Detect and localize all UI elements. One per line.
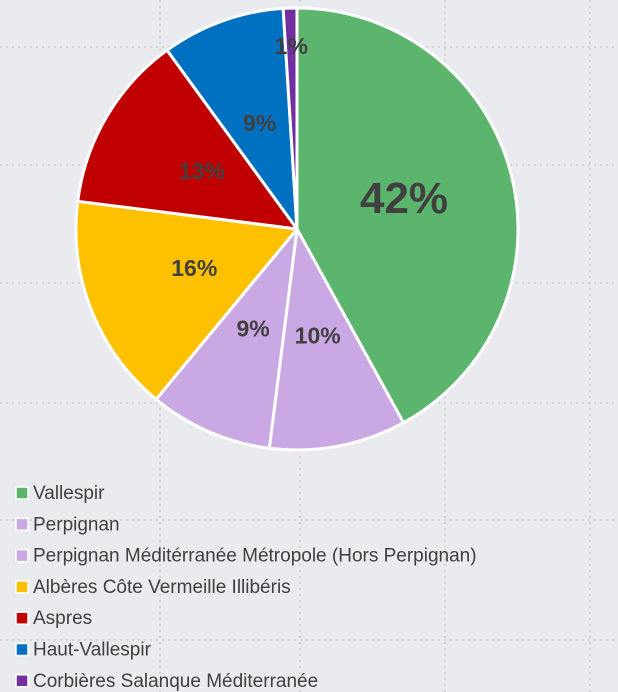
legend-label: Perpignan xyxy=(33,514,120,535)
pie-slice xyxy=(74,199,299,401)
legend-label: Aspres xyxy=(33,608,92,629)
data-label: 16% xyxy=(171,255,217,281)
pie-slice xyxy=(165,6,299,231)
legend-swatch xyxy=(15,642,29,657)
legend-swatch xyxy=(15,611,29,625)
data-label: 9% xyxy=(236,315,269,341)
legend-swatch xyxy=(15,674,29,688)
data-label: 9% xyxy=(243,110,276,136)
legend-label: Vallespir xyxy=(33,483,105,504)
legend-label: Corbières Salanque Méditerranée xyxy=(33,671,318,692)
legend-label: Perpignan Méditérranée Métropole (Hors P… xyxy=(33,546,477,567)
data-label: 10% xyxy=(295,323,341,349)
data-label: 1% xyxy=(275,33,308,59)
pie-slice xyxy=(295,6,520,425)
legend-label: Albères Côte Vermeille Illibéris xyxy=(33,577,291,598)
legend-swatch xyxy=(15,580,29,594)
data-label: 13% xyxy=(179,158,225,184)
legend-swatch xyxy=(15,486,29,500)
pie-slice xyxy=(154,227,299,450)
pie-slice xyxy=(281,6,299,231)
pie-slice xyxy=(267,227,405,452)
data-label: 42% xyxy=(360,174,448,223)
legend-swatch xyxy=(15,548,29,563)
pie-slice xyxy=(76,48,299,231)
legend-label: Haut-Vallespir xyxy=(33,640,152,661)
legend-swatch xyxy=(15,517,29,532)
